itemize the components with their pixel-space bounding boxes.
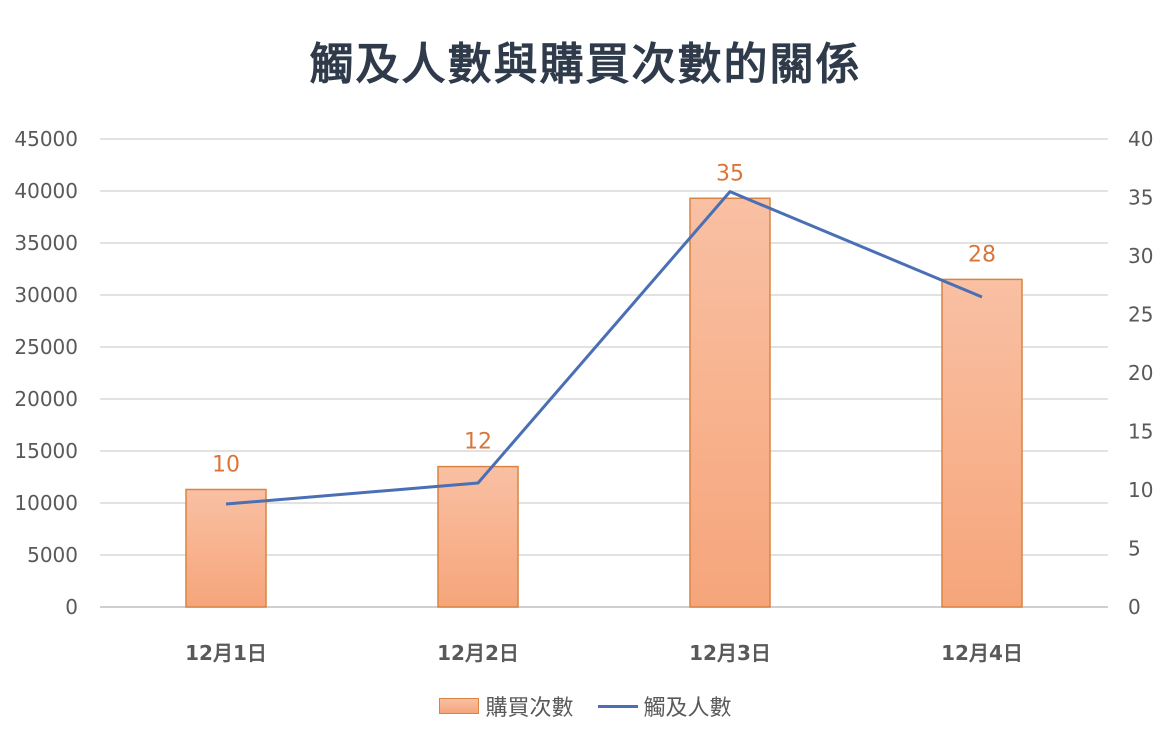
- left-tick-label: 40000: [14, 179, 78, 203]
- legend-bar-swatch: [439, 698, 480, 714]
- category-label: 12月1日: [185, 641, 267, 665]
- legend-line-label: 觸及人數: [643, 696, 732, 721]
- bar-data-label: 35: [716, 161, 744, 186]
- chart-title: 觸及人數與購買次數的關係: [309, 39, 862, 90]
- right-tick-label: 30: [1128, 244, 1153, 268]
- left-tick-label: 25000: [14, 335, 78, 359]
- left-tick-label: 10000: [14, 491, 78, 515]
- category-label: 12月4日: [941, 641, 1023, 665]
- category-label: 12月3日: [689, 641, 771, 665]
- left-tick-label: 35000: [14, 231, 78, 255]
- line-series: [225, 190, 983, 506]
- bar: [689, 197, 771, 608]
- bar-data-label: 28: [968, 242, 996, 267]
- left-tick-label: 0: [65, 595, 78, 619]
- right-tick-label: 10: [1128, 478, 1153, 502]
- bar: [185, 488, 267, 608]
- left-tick-label: 20000: [14, 387, 78, 411]
- left-tick-label: 30000: [14, 283, 78, 307]
- bar: [941, 278, 1023, 608]
- bar-data-label: 10: [212, 452, 240, 477]
- right-tick-label: 0: [1128, 595, 1141, 619]
- right-tick-label: 15: [1128, 420, 1153, 444]
- legend: 購買次數 觸及人數: [0, 690, 1171, 722]
- right-tick-label: 35: [1128, 186, 1153, 210]
- left-tick-label: 45000: [14, 127, 78, 151]
- bar-data-label: 12: [464, 430, 492, 455]
- legend-line-swatch: [597, 704, 638, 708]
- left-tick-label: 5000: [27, 543, 78, 567]
- legend-item-line[interactable]: 觸及人數: [597, 690, 732, 722]
- right-tick-label: 25: [1128, 303, 1153, 327]
- legend-item-bar[interactable]: 購買次數: [439, 690, 574, 722]
- right-tick-label: 20: [1128, 361, 1153, 385]
- right-tick-label: 40: [1128, 127, 1153, 151]
- legend-bar-label: 購買次數: [485, 696, 574, 721]
- category-label: 12月2日: [437, 641, 519, 665]
- bar: [437, 465, 519, 608]
- right-tick-label: 5: [1128, 537, 1141, 561]
- left-tick-label: 15000: [14, 439, 78, 463]
